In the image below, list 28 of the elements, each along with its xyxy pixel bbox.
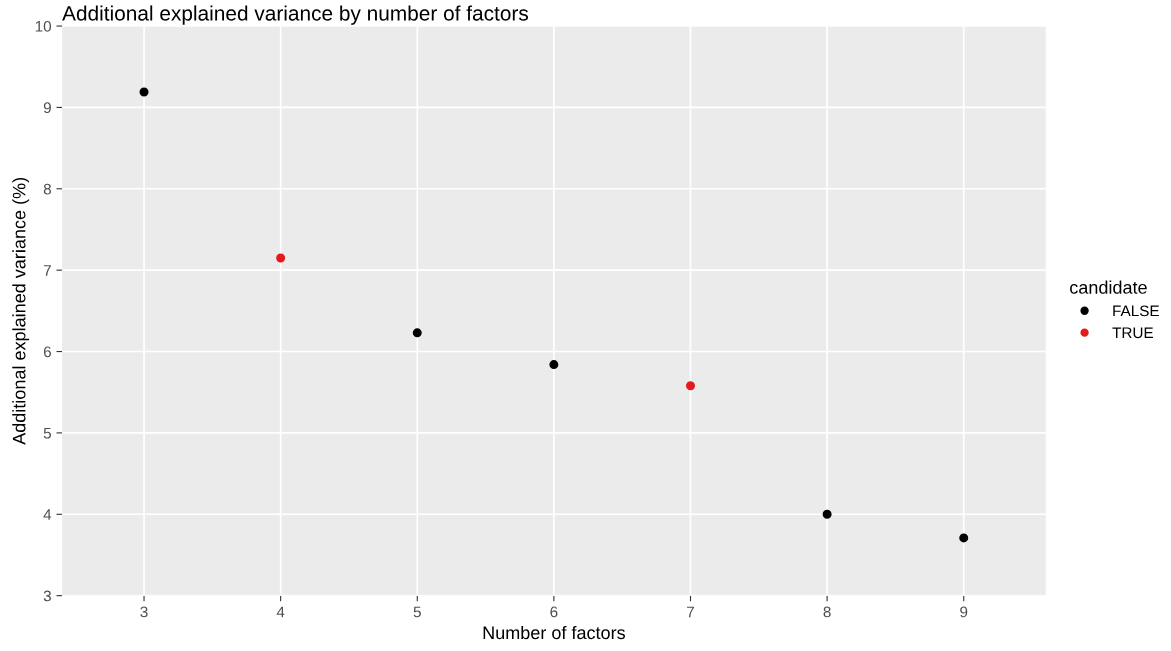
x-tick-label: 3 [140,606,148,618]
y-tick-label: 10 [35,20,52,32]
point [549,360,559,370]
legend-title: candidate [1070,280,1147,294]
x-tick-label: 6 [550,606,558,618]
point [139,87,149,97]
x-tick-label: 5 [413,606,421,618]
y-tick-label: 7 [43,265,51,276]
y-tick-label: 4 [43,509,52,520]
point [686,381,695,391]
y-tick-label: 9 [43,102,51,114]
x-axis-title: Number of factors [483,625,625,640]
chart-title: Additional explained variance by number of factors [62,5,529,25]
point [412,328,422,338]
y-tick-label: 8 [43,183,51,195]
point [959,533,969,543]
x-tick-label: 8 [823,606,831,618]
point [822,509,832,519]
y-tick-label: 6 [43,346,51,358]
legend-label: FALSE [1113,305,1159,317]
x-tick-label: 4 [276,606,285,618]
point [276,253,286,263]
y-tick-label: 3 [43,590,51,602]
legend-label: TRUE [1112,327,1153,339]
x-tick-label: 7 [687,606,694,618]
x-tick-label: 9 [960,606,968,618]
y-tick-label: 5 [43,427,52,439]
y-axis-title: Additional explained variance (%) [12,177,30,445]
